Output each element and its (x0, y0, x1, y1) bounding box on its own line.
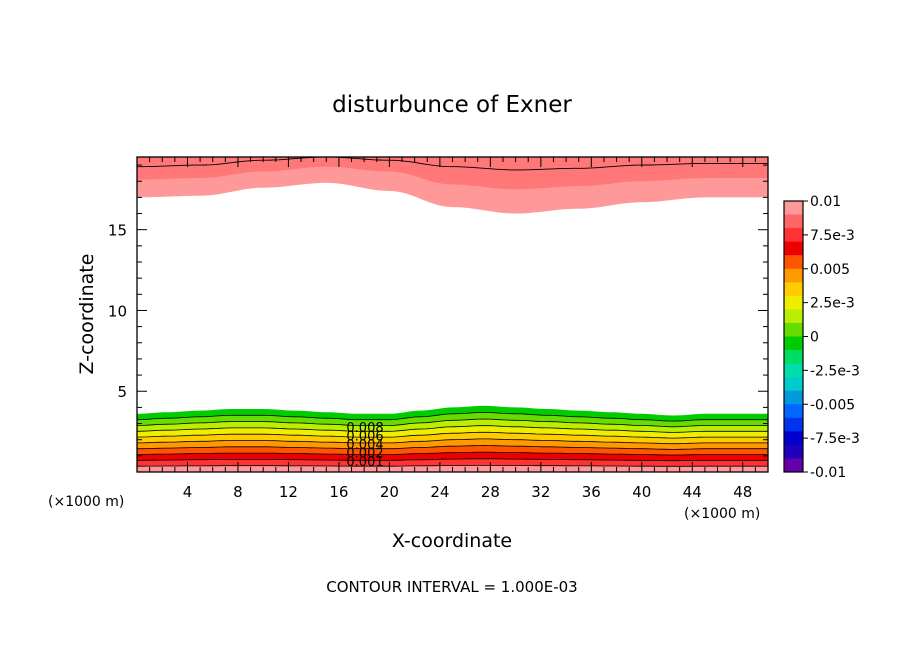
colorbar-label: 0.01 (810, 194, 841, 210)
contour-label: 0.008 (346, 421, 383, 436)
x-tick-label: 20 (380, 483, 399, 501)
colorbar-swatch (784, 336, 803, 351)
colorbar-swatch (784, 295, 803, 310)
colorbar-swatch (784, 390, 803, 405)
colorbar-label: -0.005 (810, 397, 855, 413)
chart-title: disturbunce of Exner (332, 92, 572, 118)
y-axis-label: Z-coordinate (76, 254, 98, 375)
contour-line-bottom (136, 425, 768, 433)
x-tick-label: 28 (481, 483, 500, 501)
colorbar-label: 0.005 (810, 262, 850, 278)
x-tick-label: 8 (233, 483, 243, 501)
colorbar-swatch (784, 255, 803, 270)
contour-line-bottom (136, 411, 768, 422)
x-tick-label: 4 (183, 483, 193, 501)
contour-line-bottom (137, 438, 768, 445)
contour-band-top-inner (137, 157, 768, 190)
x-axis-label: X-coordinate (392, 530, 512, 552)
contour-line-bottom (137, 465, 768, 467)
colorbar: 0.01 7.5e-3 0.005 2.5e-3 0 -2.5e-3 -0.005 -7.5e… (783, 194, 860, 481)
x-tick-label: 44 (683, 483, 702, 501)
x-unit-right: (×1000 m) (684, 506, 760, 522)
colorbar-swatch (784, 444, 803, 459)
colorbar-swatch (784, 268, 803, 283)
x-tick-label: 40 (632, 483, 651, 501)
y-tick-label: 10 (108, 302, 127, 320)
colorbar-swatch (784, 214, 803, 229)
contour-label: 0.001 (346, 455, 383, 470)
colorbar-label: 0 (810, 330, 819, 346)
contour-line-bottom (136, 458, 768, 462)
colorbar-swatch (784, 417, 803, 432)
colorbar-label: 7.5e-3 (810, 228, 855, 244)
contour-line-bottom (136, 431, 768, 439)
x-tick-label: 16 (329, 483, 348, 501)
y-tick-label: 15 (108, 222, 127, 240)
contour-label: 0.006 (346, 430, 383, 445)
colorbar-swatch (784, 322, 803, 337)
colorbar-swatch (784, 241, 803, 256)
contour-label: 0.004 (346, 438, 383, 453)
colorbar-swatch (784, 363, 803, 378)
x-tick-label: 24 (430, 483, 449, 501)
colorbar-swatch (784, 309, 803, 324)
contour-line-top (137, 156, 768, 171)
contour-line-bottom (137, 445, 768, 450)
y-tick-label: 5 (117, 383, 127, 401)
colorbar-label: -2.5e-3 (810, 363, 860, 379)
colorbar-swatch (784, 404, 803, 419)
colorbar-label: -0.01 (810, 465, 846, 481)
x-unit-left: (×1000 m) (48, 494, 124, 510)
contour-interval-footer: CONTOUR INTERVAL = 1.000E-03 (326, 578, 577, 596)
colorbar-label: -7.5e-3 (810, 431, 860, 447)
x-tick-label: 48 (733, 483, 752, 501)
colorbar-swatch (784, 431, 803, 446)
x-tick-label: 36 (582, 483, 601, 501)
colorbar-swatch (784, 377, 803, 392)
colorbar-swatch (784, 350, 803, 364)
x-tick-label: 12 (279, 483, 298, 501)
contour-line-bottom (136, 451, 768, 456)
colorbar-swatch (784, 228, 803, 243)
colorbar-swatch (784, 458, 803, 473)
colorbar-swatch (784, 282, 803, 297)
contour-line-bottom (136, 418, 768, 428)
x-tick-label: 32 (531, 483, 550, 501)
colorbar-label: 2.5e-3 (810, 296, 855, 312)
colorbar-swatch (784, 201, 803, 215)
contour-label: 0.002 (346, 447, 383, 462)
